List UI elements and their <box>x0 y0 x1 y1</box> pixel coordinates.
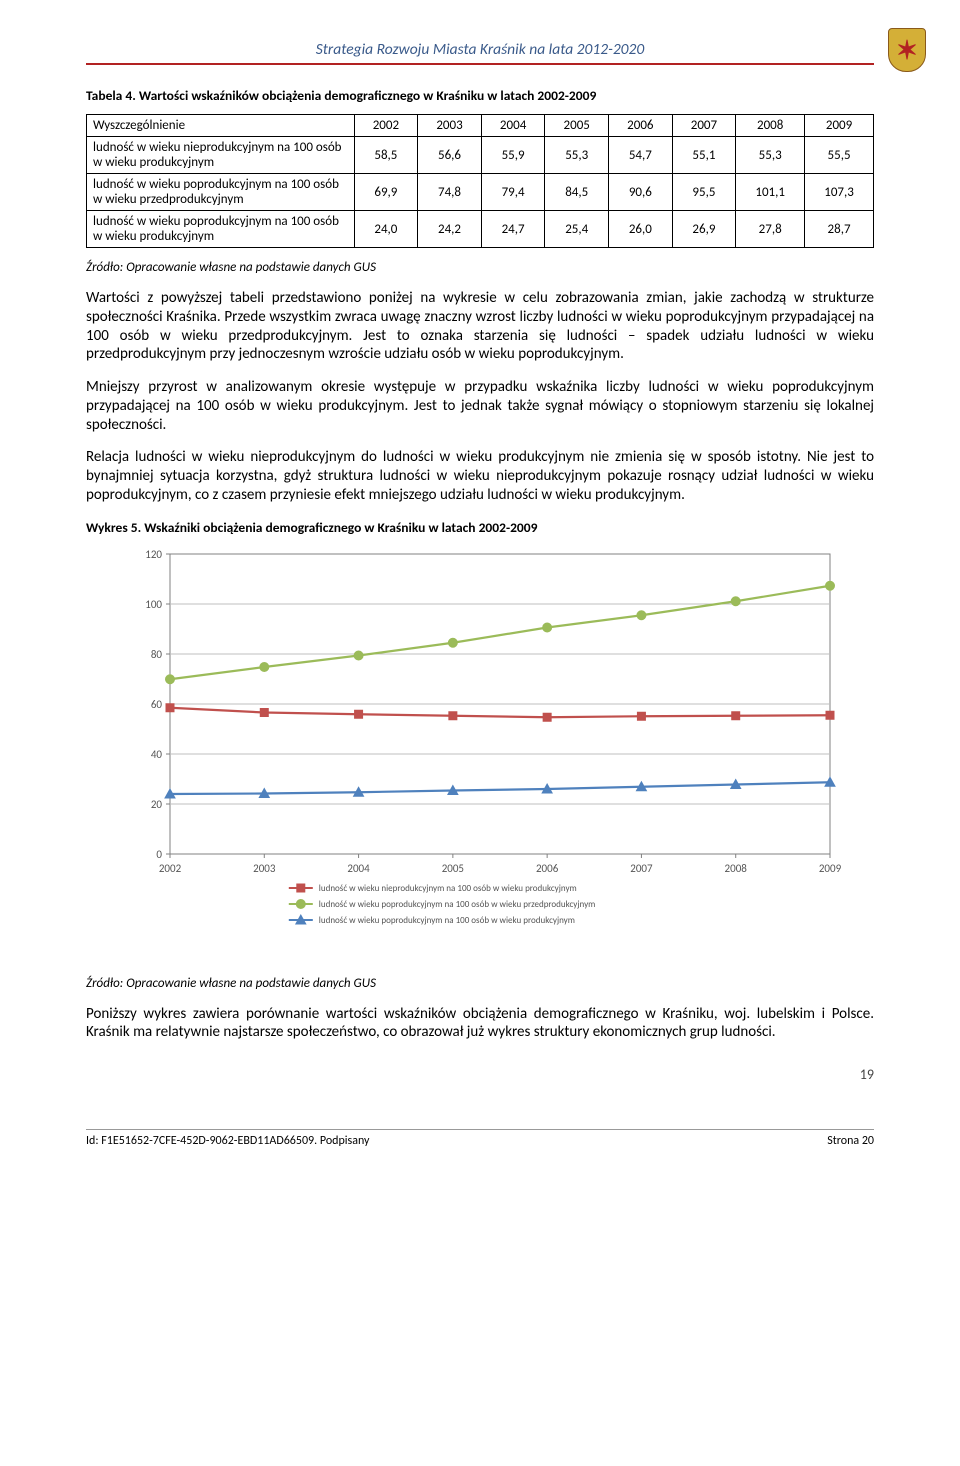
svg-text:2007: 2007 <box>630 862 653 875</box>
table-source: Źródło: Opracowanie własne na podstawie … <box>86 260 874 275</box>
svg-text:ludność w wieku nieprodukcyjny: ludność w wieku nieprodukcyjnym na 100 o… <box>319 883 577 894</box>
svg-text:100: 100 <box>145 598 162 611</box>
footer-divider <box>86 1129 874 1130</box>
paragraph: Relacja ludności w wieku nieprodukcyjnym… <box>86 448 874 504</box>
svg-text:ludność w wieku poprodukcyjnym: ludność w wieku poprodukcyjnym na 100 os… <box>319 915 575 926</box>
table-header-cell: 2007 <box>672 115 736 137</box>
paragraph: Poniższy wykres zawiera porównanie warto… <box>86 1005 874 1043</box>
table-row-label: ludność w wieku poprodukcyjnym na 100 os… <box>87 211 355 248</box>
chart: 0 20 40 60 80 100 120 2002 2003 2004 2005 2006 2007 2… <box>86 544 874 964</box>
header-divider <box>86 63 874 65</box>
table-row-label: ludność w wieku poprodukcyjnym na 100 os… <box>87 174 355 211</box>
table-header-cell: 2006 <box>609 115 673 137</box>
table-cell: 79,4 <box>481 174 545 211</box>
table-cell: 54,7 <box>609 137 673 174</box>
crest-icon: ✶ <box>888 28 926 72</box>
page-number: 19 <box>86 1066 874 1083</box>
table-cell: 74,8 <box>418 174 482 211</box>
data-table: Wyszczególnienie200220032004200520062007… <box>86 114 874 248</box>
table-header-cell: 2005 <box>545 115 609 137</box>
table-cell: 69,9 <box>354 174 418 211</box>
paragraph: Mniejszy przyrost w analizowanym okresie… <box>86 378 874 434</box>
table-cell: 24,2 <box>418 211 482 248</box>
table-cell: 55,1 <box>672 137 736 174</box>
table-cell: 56,6 <box>418 137 482 174</box>
footer-page: Strona 20 <box>827 1134 874 1148</box>
table-cell: 58,5 <box>354 137 418 174</box>
table-cell: 107,3 <box>805 174 874 211</box>
table-cell: 95,5 <box>672 174 736 211</box>
svg-text:ludność w wieku poprodukcyjnym: ludność w wieku poprodukcyjnym na 100 os… <box>319 899 596 910</box>
chart-caption: Wykres 5. Wskaźniki obciążenia demografi… <box>86 519 874 536</box>
svg-text:2009: 2009 <box>819 862 842 875</box>
svg-text:2004: 2004 <box>347 862 370 875</box>
table-cell: 55,3 <box>545 137 609 174</box>
table-cell: 55,5 <box>805 137 874 174</box>
table-cell: 26,0 <box>609 211 673 248</box>
svg-text:20: 20 <box>151 798 163 811</box>
table-cell: 55,9 <box>481 137 545 174</box>
table-header-cell: 2004 <box>481 115 545 137</box>
table-cell: 90,6 <box>609 174 673 211</box>
svg-text:2005: 2005 <box>442 862 464 875</box>
svg-text:0: 0 <box>156 848 162 861</box>
table-cell: 25,4 <box>545 211 609 248</box>
table-cell: 84,5 <box>545 174 609 211</box>
table-header-cell: 2003 <box>418 115 482 137</box>
table-row-label: ludność w wieku nieprodukcyjnym na 100 o… <box>87 137 355 174</box>
chart-source: Źródło: Opracowanie własne na podstawie … <box>86 976 874 991</box>
table-cell: 24,0 <box>354 211 418 248</box>
table-header-cell: 2008 <box>736 115 805 137</box>
table-cell: 26,9 <box>672 211 736 248</box>
table-cell: 55,3 <box>736 137 805 174</box>
svg-text:2008: 2008 <box>725 862 748 875</box>
svg-text:2002: 2002 <box>159 862 182 875</box>
table-cell: 24,7 <box>481 211 545 248</box>
doc-header: Strategia Rozwoju Miasta Kraśnik na lata… <box>316 40 645 59</box>
table-cell: 28,7 <box>805 211 874 248</box>
table-header-cell: Wyszczególnienie <box>87 115 355 137</box>
table-caption: Tabela 4. Wartości wskaźników obciążenia… <box>86 87 874 104</box>
svg-text:80: 80 <box>151 648 163 661</box>
footer-id: Id: F1E51652-7CFE-452D-9062-EBD11AD66509… <box>86 1134 369 1148</box>
svg-text:60: 60 <box>151 698 163 711</box>
table-cell: 27,8 <box>736 211 805 248</box>
paragraph: Wartości z powyższej tabeli przedstawion… <box>86 289 874 364</box>
svg-text:120: 120 <box>145 548 162 561</box>
svg-text:40: 40 <box>151 748 163 761</box>
svg-text:2006: 2006 <box>536 862 559 875</box>
table-header-cell: 2002 <box>354 115 418 137</box>
table-cell: 101,1 <box>736 174 805 211</box>
table-header-cell: 2009 <box>805 115 874 137</box>
svg-text:2003: 2003 <box>253 862 276 875</box>
